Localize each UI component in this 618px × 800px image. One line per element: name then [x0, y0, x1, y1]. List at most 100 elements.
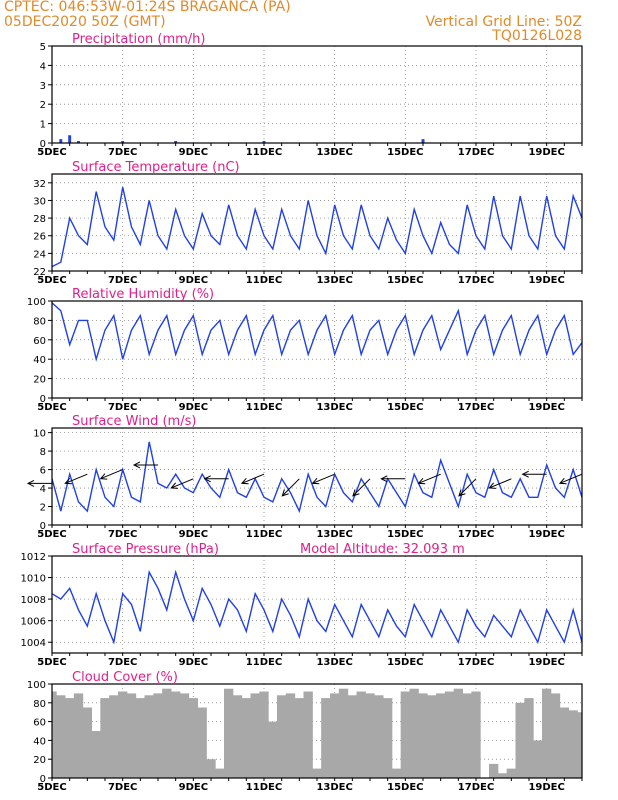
x-date-label: 13DEC — [316, 529, 352, 540]
y-tick-label: 2 — [40, 503, 46, 514]
cloud-bar — [568, 710, 578, 778]
precip-bar — [421, 139, 425, 143]
y-tick-label: 40 — [33, 355, 46, 366]
wind-arrow-head — [26, 479, 35, 487]
cloud-bar — [197, 707, 207, 778]
plot-frame — [51, 173, 583, 272]
cloud-bar — [294, 698, 304, 778]
cloud-bar — [100, 698, 110, 778]
cloud-bar — [400, 691, 410, 778]
x-date-label: 7DEC — [108, 402, 137, 413]
y-tick-label: 60 — [33, 718, 46, 729]
cloud-title: Cloud Cover (%) — [72, 670, 178, 685]
x-date-label: 13DEC — [316, 782, 352, 793]
wind-arrow — [352, 478, 371, 497]
precip-bar — [174, 141, 178, 143]
y-tick-label: 32 — [33, 179, 46, 190]
y-tick-label: 20 — [33, 755, 46, 766]
y-tick-label: 1004 — [21, 638, 46, 649]
cloud-bar — [250, 693, 260, 778]
cloud-bar — [91, 731, 101, 778]
y-tick-label: 40 — [33, 736, 46, 747]
wind-arrow — [380, 475, 406, 483]
cloud-bar — [215, 768, 225, 778]
x-date-label: 13DEC — [316, 657, 352, 668]
y-tick-label: 10 — [33, 429, 46, 440]
plot-frame — [51, 427, 583, 526]
x-date-label: 9DEC — [179, 147, 208, 158]
cloud-bar — [52, 691, 57, 778]
x-date-label: 5DEC — [37, 402, 66, 413]
cloud-bar — [285, 693, 296, 778]
cloud-bar — [506, 768, 516, 778]
panel-temp: 22 24 26 28 30 32 5DEC 7DEC 9DEC 11DEC 13DEC 15DEC 1… — [33, 160, 583, 286]
cloud-bar — [277, 695, 287, 778]
chart-header: CPTEC: 046:53W-01:24S BRAGANCA (PA) 05DE… — [0, 0, 618, 44]
cloud-bar — [559, 707, 569, 778]
wind-series-line — [51, 441, 583, 514]
wind-arrow — [132, 461, 158, 469]
panel-rh: 0 20 40 60 80 100 5DEC 7DEC 9DEC 11DEC 13DEC 15DEC 1… — [27, 287, 583, 413]
cloud-bar — [391, 768, 402, 778]
cloud-bar — [533, 740, 543, 778]
cloud-bar — [179, 693, 190, 778]
panel-cloud: 0 20 40 60 80 100 5DEC 7DEC 9DEC 11DEC 13DEC 15DEC 1… — [27, 670, 583, 793]
wind-arrow-head — [458, 489, 466, 497]
model-id: TQ0126L028 — [492, 28, 582, 44]
y-tick-label: 8 — [40, 447, 46, 458]
y-tick-label: 1 — [40, 120, 46, 131]
precip-title: Precipitation (mm/h) — [72, 32, 205, 47]
cloud-bar — [453, 688, 463, 778]
cloud-bar — [338, 688, 349, 778]
x-date-label: 15DEC — [387, 657, 423, 668]
cloud-bar — [144, 695, 154, 778]
x-date-label: 5DEC — [37, 147, 66, 158]
x-date-label: 19DEC — [528, 147, 564, 158]
y-tick-label: 100 — [27, 297, 46, 308]
x-date-label: 17DEC — [458, 402, 494, 413]
cloud-bar — [418, 693, 428, 778]
cloud-bar — [383, 698, 393, 778]
plot-frame — [51, 45, 583, 144]
x-date-label: 15DEC — [387, 529, 423, 540]
cloud-bar — [135, 698, 145, 778]
cloud-bar — [409, 688, 419, 778]
x-date-label: 11DEC — [246, 402, 282, 413]
wind-arrow-shaft — [559, 473, 583, 484]
wind-arrow-head — [521, 470, 529, 478]
x-date-label: 19DEC — [528, 275, 564, 286]
plot-frame — [51, 300, 583, 399]
wind-arrow-head — [64, 477, 72, 485]
cloud-bar — [374, 695, 384, 778]
wind-arrow-shaft — [312, 473, 335, 484]
cloud-bar — [577, 712, 582, 778]
wind-arrow-shaft — [489, 478, 512, 489]
cloud-bar — [550, 693, 561, 778]
precip-bar — [59, 139, 63, 143]
temp-series-line — [51, 187, 583, 268]
wind-arrow-head — [417, 477, 426, 485]
x-date-label: 19DEC — [528, 782, 564, 793]
x-date-label: 15DEC — [387, 402, 423, 413]
precip-bar — [262, 141, 266, 143]
wind-arrow-head — [132, 461, 141, 469]
x-date-label: 5DEC — [37, 275, 66, 286]
wind-arrow-shaft — [241, 473, 265, 484]
y-tick-label: 100 — [27, 680, 46, 691]
y-tick-label: 0 — [40, 394, 46, 405]
cloud-bar — [232, 695, 243, 778]
cloud-bar — [515, 702, 525, 778]
x-date-label: 9DEC — [179, 402, 208, 413]
wind-arrow-head — [311, 477, 320, 485]
y-tick-label: 1012 — [21, 552, 46, 563]
x-date-label: 11DEC — [246, 782, 282, 793]
wind-arrow — [458, 478, 477, 497]
y-tick-label: 5 — [40, 42, 46, 53]
y-tick-label: 1008 — [21, 595, 46, 606]
y-tick-label: 0 — [40, 521, 46, 532]
x-date-label: 11DEC — [246, 275, 282, 286]
wind-arrow — [488, 478, 512, 489]
station-info: CPTEC: 046:53W-01:24S BRAGANCA (PA) — [4, 0, 291, 15]
x-date-label: 7DEC — [108, 782, 137, 793]
cloud-bar — [224, 688, 234, 778]
